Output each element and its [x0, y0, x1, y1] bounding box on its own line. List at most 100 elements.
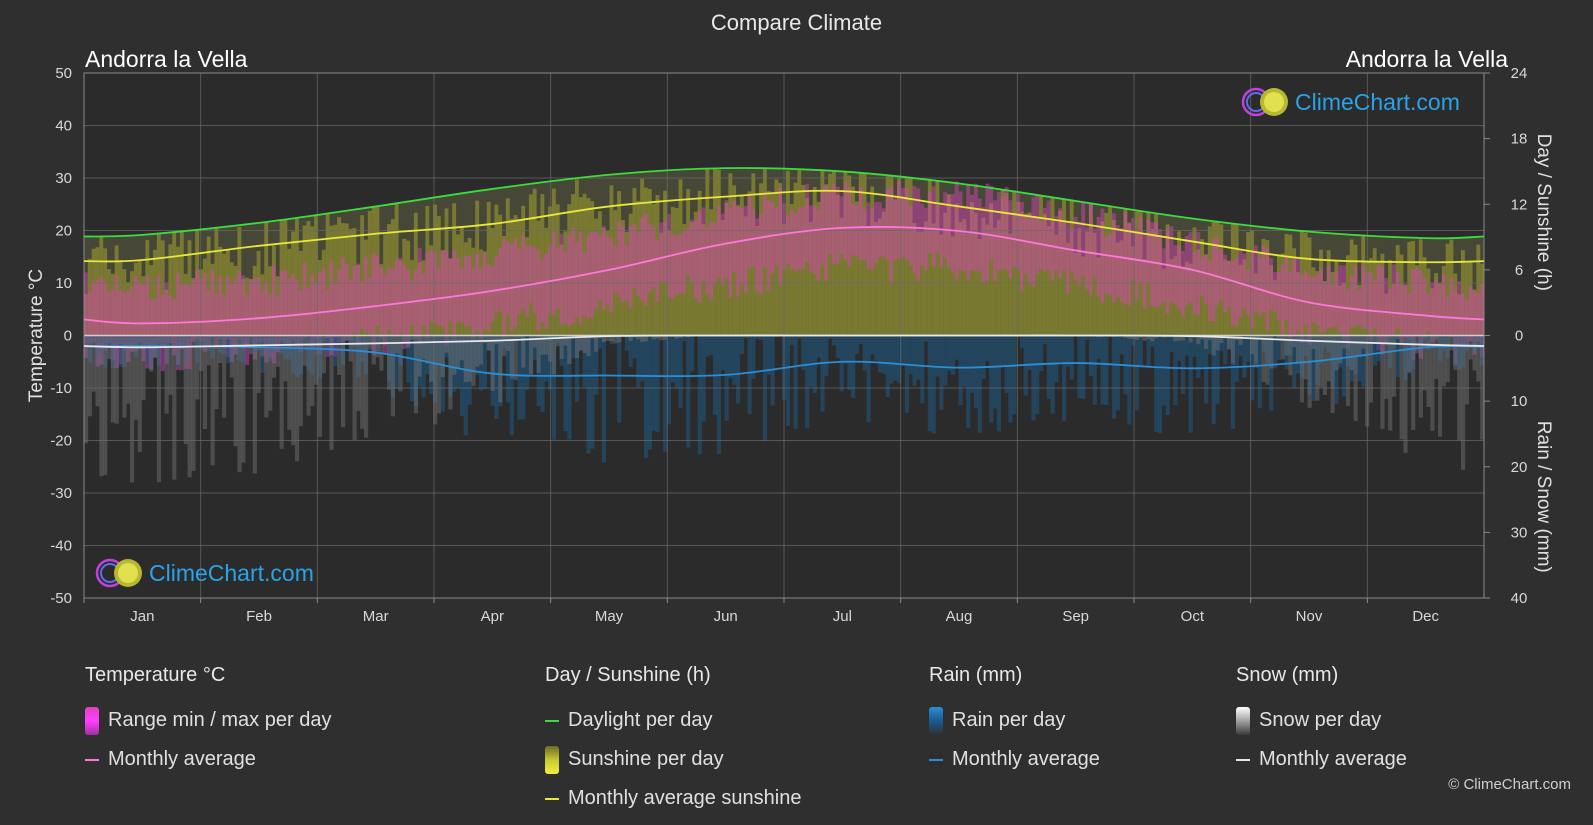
sunshine-bar: [248, 278, 254, 336]
snow-bar: [95, 335, 100, 407]
rain-bar: [84, 335, 89, 344]
snow-bar: [229, 335, 234, 378]
temp-range-bar: [187, 286, 192, 370]
temp-range-bar: [1104, 237, 1109, 294]
temp-range-bar: [1376, 264, 1381, 350]
left-tick-label: 0: [64, 328, 72, 345]
rain-bar: [747, 335, 752, 415]
sunshine-bar: [149, 265, 154, 336]
rain-bar: [482, 335, 488, 390]
rain-bar: [471, 335, 476, 373]
rain-bar: [264, 335, 269, 344]
temp-range-bar: [594, 231, 599, 309]
month-label: Nov: [1296, 608, 1323, 625]
sunshine-bar: [931, 223, 936, 336]
month-label: Mar: [363, 608, 389, 625]
rain-bar: [130, 335, 135, 344]
logo-bottom[interactable]: ClimeChart.com: [95, 557, 314, 589]
temp-range-bar: [1414, 268, 1420, 336]
temp-range-bar: [578, 231, 583, 325]
temp-range-bar: [260, 291, 265, 342]
rain-bar: [1127, 335, 1132, 425]
sunshine-bar: [1081, 256, 1086, 336]
temp-range-bar: [1165, 228, 1170, 314]
temp-range-bar: [624, 245, 629, 301]
temp-range-bar: [321, 268, 326, 334]
temp-range-bar: [904, 187, 909, 260]
sunshine-bar: [647, 188, 652, 336]
temp-range-bar: [325, 289, 330, 357]
logo-top[interactable]: ClimeChart.com: [1241, 86, 1460, 118]
daylight-bar: [1472, 236, 1477, 336]
sunshine-bar: [808, 222, 814, 336]
sunshine-bar: [678, 179, 683, 336]
rain-bar: [943, 335, 948, 386]
snow-bar: [475, 335, 480, 367]
snow-bar: [479, 335, 484, 365]
sunshine-bar: [851, 186, 856, 336]
rain-bar: [1292, 335, 1297, 388]
snow-bar: [1430, 335, 1435, 431]
snow-bar: [137, 335, 142, 453]
sunshine-bar: [617, 191, 622, 336]
sunshine-bar: [168, 244, 173, 336]
right-tick-label: 18: [1511, 131, 1528, 148]
snow-bar: [1154, 335, 1159, 339]
temp-range-bar: [1338, 265, 1343, 333]
rain-bar: [808, 335, 814, 387]
snow-bar: [256, 335, 261, 393]
sunshine-bar: [486, 201, 491, 336]
month-label: Apr: [481, 608, 504, 625]
rain-bar: [655, 335, 660, 433]
temp-range-bar: [1334, 270, 1339, 327]
temp-range-bar: [1407, 293, 1412, 340]
sunshine-bar: [1230, 223, 1235, 336]
location-left: Andorra la Vella: [85, 46, 248, 72]
rain-bar: [644, 335, 649, 458]
rain-bar: [785, 335, 791, 426]
sunshine-bar: [640, 178, 645, 336]
sunshine-bar: [364, 239, 369, 336]
rain-bar: [1111, 335, 1117, 419]
rain-bar: [885, 335, 890, 397]
temp-range-bar: [1368, 271, 1374, 341]
rain-bar: [1204, 335, 1209, 404]
temp-range-bar: [663, 221, 668, 283]
temp-range-bar: [486, 264, 491, 332]
snow-bar: [1284, 335, 1289, 356]
rain-bar: [667, 335, 672, 425]
sunshine-bar: [390, 219, 395, 336]
left-tick-label: -30: [50, 485, 72, 502]
rain-bar: [636, 335, 641, 388]
sunshine-bar: [1223, 259, 1228, 336]
snow-bar: [1311, 335, 1316, 350]
rain-bar: [1273, 335, 1278, 369]
temp-range-bar: [916, 188, 921, 281]
temp-range-bar: [475, 253, 480, 331]
sunshine-bar: [881, 211, 886, 336]
sunshine-bar: [306, 221, 311, 336]
temp-range-bar: [195, 270, 200, 340]
sunshine-bar: [1334, 259, 1339, 336]
snow-bar: [1200, 335, 1205, 340]
temp-range-bar: [383, 275, 388, 354]
left-tick-label: -10: [50, 380, 72, 397]
temp-range-bar: [1227, 260, 1232, 307]
sunshine-bar: [417, 262, 422, 336]
sunshine-bar: [1468, 261, 1473, 336]
temp-range-bar: [1464, 299, 1469, 347]
sunshine-bar: [686, 188, 691, 336]
snow-bar: [383, 335, 388, 346]
sunshine-bar: [897, 177, 902, 336]
rain-bar: [371, 335, 376, 340]
temp-range-bar: [1054, 215, 1059, 271]
left-axis-label: Temperature °C: [26, 269, 47, 402]
rain-bar: [1338, 335, 1343, 368]
temp-range-bar: [831, 184, 837, 265]
sunshine-bar: [1296, 272, 1301, 336]
rain-bar: [1081, 335, 1086, 399]
temp-range-bar: [505, 241, 511, 316]
sunshine-bar: [1280, 253, 1285, 336]
rain-bar: [394, 335, 399, 390]
snow-bar: [87, 335, 92, 417]
